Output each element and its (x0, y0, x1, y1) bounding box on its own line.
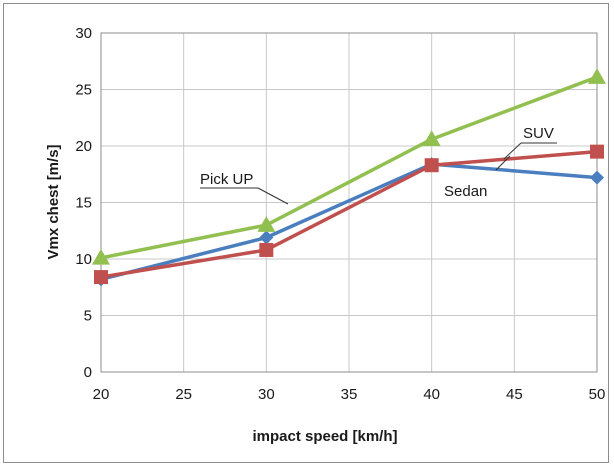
pick-up-leader-line-diagonal (257, 187, 289, 205)
y-tick-label: 25 (75, 82, 92, 99)
x-tick-label: 45 (506, 386, 523, 403)
data-point-suv (590, 170, 604, 185)
series-labels: Pick UP SUV Sedan (200, 125, 557, 205)
series-line-suv (100, 162, 598, 282)
data-point-pick-up (588, 68, 606, 84)
y-tick-labels: 0 5 10 15 20 25 30 (75, 25, 92, 381)
data-point-sedan (590, 144, 604, 159)
series-layer (92, 68, 606, 287)
series-label-sedan: Sedan (444, 183, 487, 200)
x-tick-label: 35 (341, 386, 358, 403)
y-tick-label: 10 (75, 251, 92, 268)
x-tick-labels: 20 25 30 35 40 45 50 (93, 386, 606, 403)
data-point-pick-up (257, 216, 276, 232)
grid (100, 32, 598, 373)
x-tick-label: 30 (258, 386, 275, 403)
data-point-sedan (424, 158, 439, 173)
series-line-pick-up (100, 75, 598, 260)
data-point-sedan (94, 270, 108, 285)
sedan-leader-line (495, 155, 511, 171)
data-point-suv (259, 230, 274, 245)
x-tick-label: 40 (423, 386, 440, 403)
series-label-suv: SUV (523, 125, 554, 142)
y-axis-title: Vmx chest [m/s] (45, 144, 62, 259)
x-tick-label: 25 (175, 386, 192, 403)
plot-area-border (100, 32, 598, 373)
data-point-pick-up (92, 248, 110, 265)
x-tick-label: 50 (589, 386, 606, 403)
y-tick-label: 0 (84, 364, 92, 381)
series-label-pick-up: Pick UP (200, 171, 253, 188)
y-tick-label: 30 (75, 25, 92, 42)
y-tick-label: 5 (84, 308, 92, 325)
line-chart: 0 5 10 15 20 25 30 20 25 30 35 40 45 50 impact speed… (45, 25, 606, 445)
data-point-sedan (259, 242, 274, 257)
y-tick-label: 15 (75, 195, 92, 212)
suv-leader-line-diagonal (503, 142, 522, 160)
x-tick-label: 20 (93, 386, 110, 403)
series-line-sedan (100, 149, 598, 279)
chart-frame: 0 5 10 15 20 25 30 20 25 30 35 40 45 50 impact speed… (3, 3, 609, 463)
data-point-pick-up (422, 130, 441, 146)
y-tick-label: 20 (75, 138, 92, 155)
x-axis-title: impact speed [km/h] (252, 428, 397, 445)
